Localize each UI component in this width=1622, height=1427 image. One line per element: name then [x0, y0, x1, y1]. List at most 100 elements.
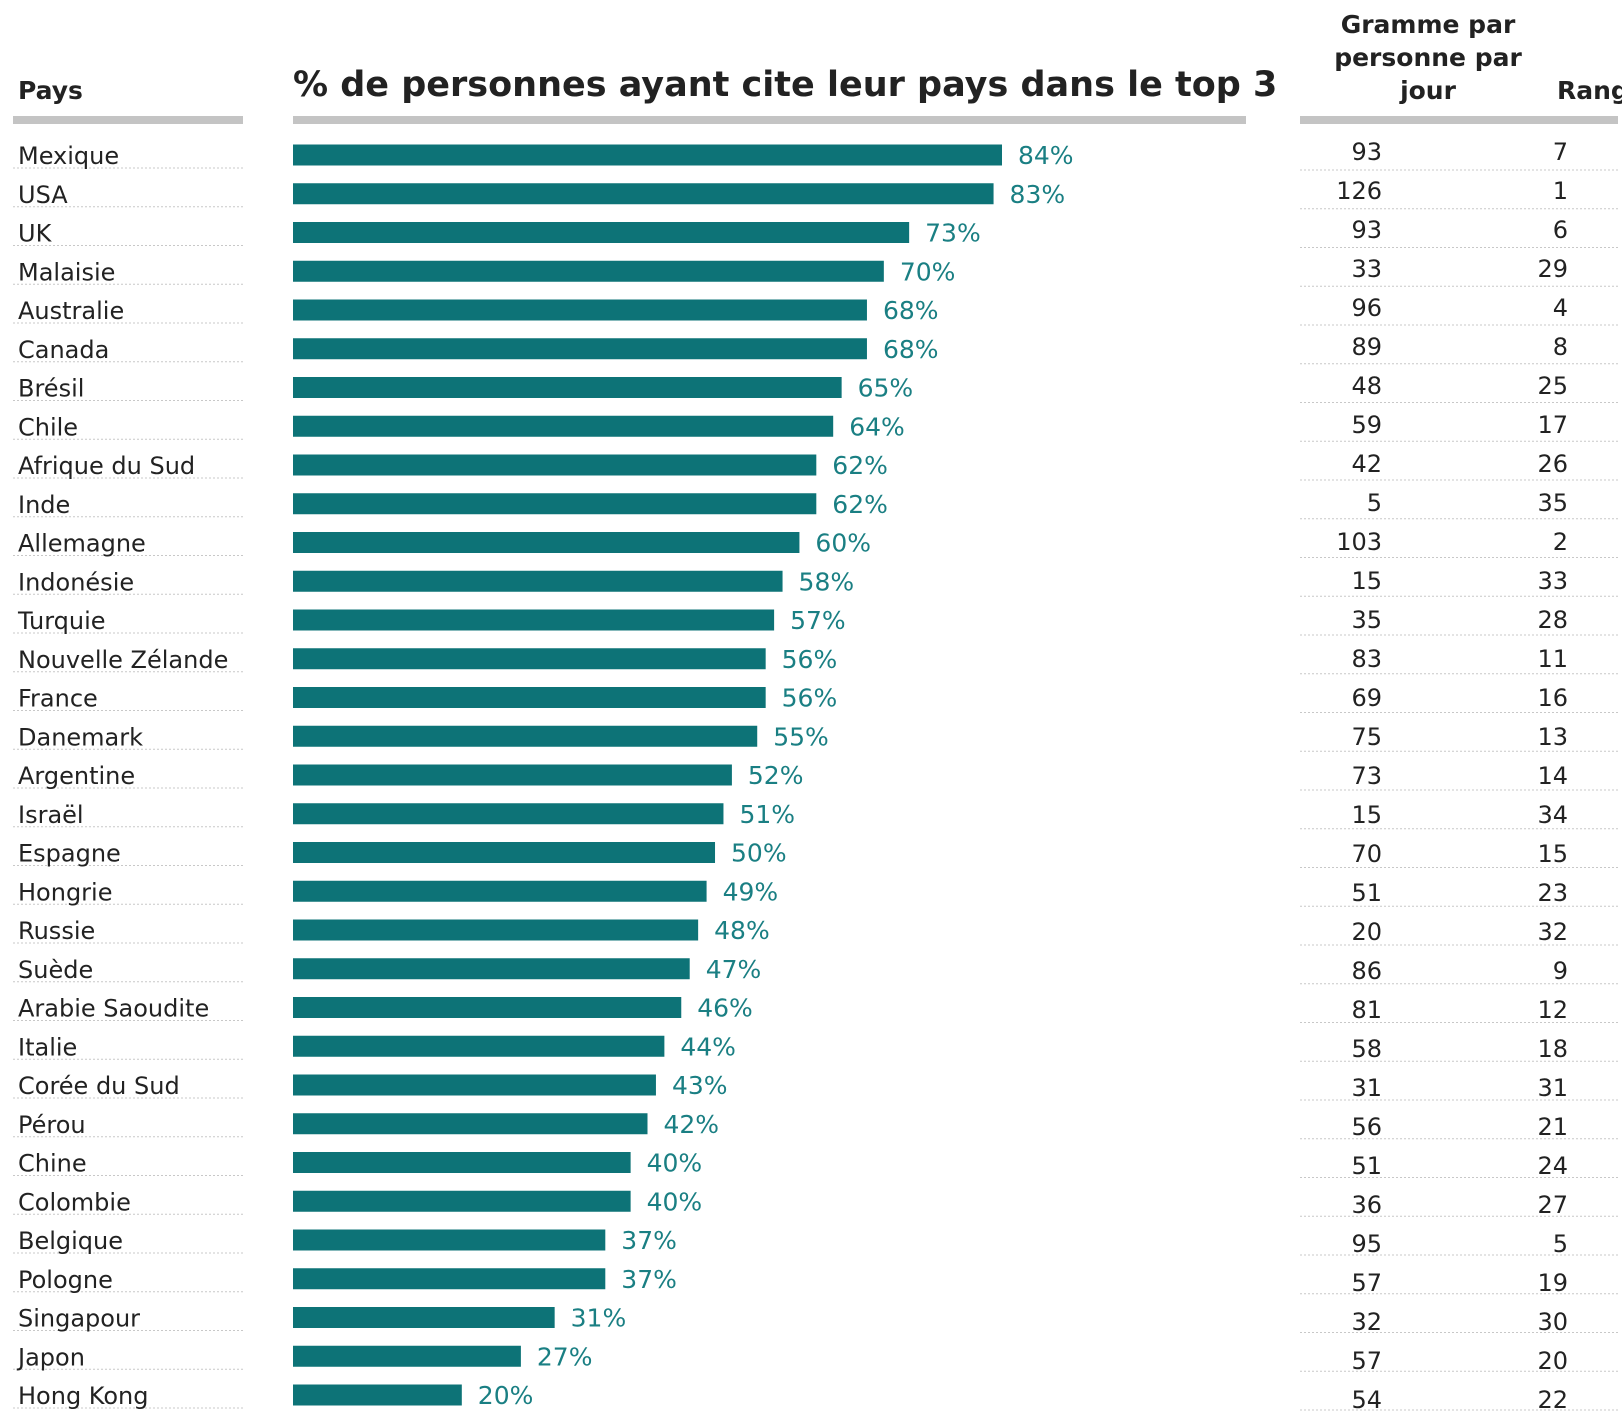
data-bar	[293, 260, 884, 282]
grams-value: 73	[1351, 762, 1382, 790]
data-bar	[293, 454, 817, 476]
grams-value: 51	[1351, 1152, 1382, 1180]
chart-header-rule	[293, 116, 1246, 124]
country-label: Nouvelle Zélande	[18, 646, 228, 674]
chart-title: % de personnes ayant cite leur pays dans…	[293, 65, 1278, 105]
country-label: Inde	[18, 491, 70, 519]
bar-value-label: 65%	[858, 374, 914, 403]
grams-value: 33	[1351, 255, 1382, 283]
rank-value: 28	[1537, 606, 1568, 634]
data-bar	[293, 919, 699, 941]
country-label: France	[18, 685, 98, 713]
rank-value: 8	[1553, 333, 1568, 361]
rank-value: 31	[1537, 1074, 1568, 1102]
rank-value: 35	[1537, 489, 1568, 517]
country-label: Allemagne	[18, 530, 146, 558]
grams-value: 126	[1336, 177, 1382, 205]
grams-value: 54	[1351, 1386, 1382, 1414]
data-bar	[293, 997, 682, 1018]
table-header-rule	[1300, 116, 1618, 124]
bar-value-label: 49%	[723, 877, 779, 906]
rank-value: 16	[1537, 684, 1568, 712]
grams-value: 56	[1351, 1113, 1382, 1141]
grams-value: 58	[1351, 1035, 1382, 1063]
rank-value: 30	[1537, 1308, 1568, 1336]
rank-value: 4	[1553, 294, 1568, 322]
bar-value-label: 68%	[883, 335, 939, 364]
country-label: Corée du Sud	[18, 1072, 180, 1100]
country-label: Danemark	[18, 723, 143, 751]
bar-value-label: 48%	[714, 916, 770, 945]
bar-value-label: 83%	[1010, 180, 1066, 209]
grams-value: 75	[1351, 723, 1382, 751]
rank-value: 25	[1537, 372, 1568, 400]
rank-value: 32	[1537, 918, 1568, 946]
data-bar	[293, 222, 910, 243]
rank-value: 7	[1553, 138, 1568, 166]
data-bar	[293, 1152, 631, 1173]
country-column-header: Pays	[18, 76, 83, 105]
rank-value: 12	[1537, 996, 1568, 1024]
rank-value: 13	[1537, 723, 1568, 751]
country-label: Argentine	[18, 762, 135, 790]
data-bar	[293, 532, 800, 553]
country-label: UK	[18, 220, 53, 248]
data-bar	[293, 609, 775, 631]
country-label: Espagne	[18, 840, 121, 868]
bar-value-label: 27%	[537, 1342, 593, 1371]
data-bar	[293, 958, 690, 980]
data-bar	[293, 299, 867, 321]
data-bar	[293, 842, 716, 863]
rank-value: 33	[1537, 567, 1568, 595]
rank-value: 9	[1553, 957, 1568, 985]
grams-value: 20	[1351, 918, 1382, 946]
bar-value-label: 40%	[647, 1187, 703, 1216]
grams-value: 70	[1351, 840, 1382, 868]
country-label: Japon	[16, 1343, 85, 1371]
country-label: Israël	[18, 801, 84, 829]
rank-value: 20	[1537, 1347, 1568, 1375]
data-bar	[293, 493, 817, 515]
rank-value: 14	[1537, 762, 1568, 790]
bar-value-label: 51%	[739, 800, 795, 829]
rank-value: 21	[1537, 1113, 1568, 1141]
grams-value: 5	[1367, 489, 1382, 517]
data-bar	[293, 1268, 606, 1290]
data-bar	[293, 1307, 555, 1328]
country-label: Singapour	[18, 1305, 140, 1333]
grams-value: 57	[1351, 1269, 1382, 1297]
bar-value-label: 62%	[832, 490, 888, 519]
country-label: Colombie	[18, 1188, 131, 1216]
bar-value-label: 68%	[883, 296, 939, 325]
data-bar	[293, 1035, 665, 1057]
data-bar	[293, 1074, 656, 1096]
data-bar	[293, 1113, 648, 1135]
data-bar	[293, 1190, 631, 1212]
data-bar	[293, 1229, 606, 1251]
bar-value-label: 50%	[731, 839, 787, 868]
data-bar	[293, 880, 707, 902]
grams-value: 69	[1351, 684, 1382, 712]
rank-value: 26	[1537, 450, 1568, 478]
rank-value: 2	[1553, 528, 1568, 556]
rank-value: 29	[1537, 255, 1568, 283]
grams-value: 57	[1351, 1347, 1382, 1375]
country-label: Hong Kong	[18, 1382, 148, 1410]
country-label: Italie	[18, 1033, 77, 1061]
data-bar	[293, 648, 766, 670]
bar-value-label: 57%	[790, 606, 846, 635]
data-bar	[293, 1345, 521, 1367]
data-bar	[293, 338, 867, 360]
data-bar	[293, 144, 1002, 166]
bar-value-label: 42%	[664, 1110, 720, 1139]
country-label: Chile	[18, 413, 78, 441]
bar-value-label: 20%	[478, 1381, 534, 1410]
grams-value: 103	[1336, 528, 1382, 556]
country-label: Australie	[18, 297, 124, 325]
bar-value-label: 64%	[849, 412, 905, 441]
grams-value: 15	[1351, 567, 1382, 595]
rank-value: 1	[1553, 177, 1568, 205]
grams-value: 51	[1351, 879, 1382, 907]
data-bar	[293, 183, 994, 205]
grams-value: 93	[1351, 138, 1382, 166]
